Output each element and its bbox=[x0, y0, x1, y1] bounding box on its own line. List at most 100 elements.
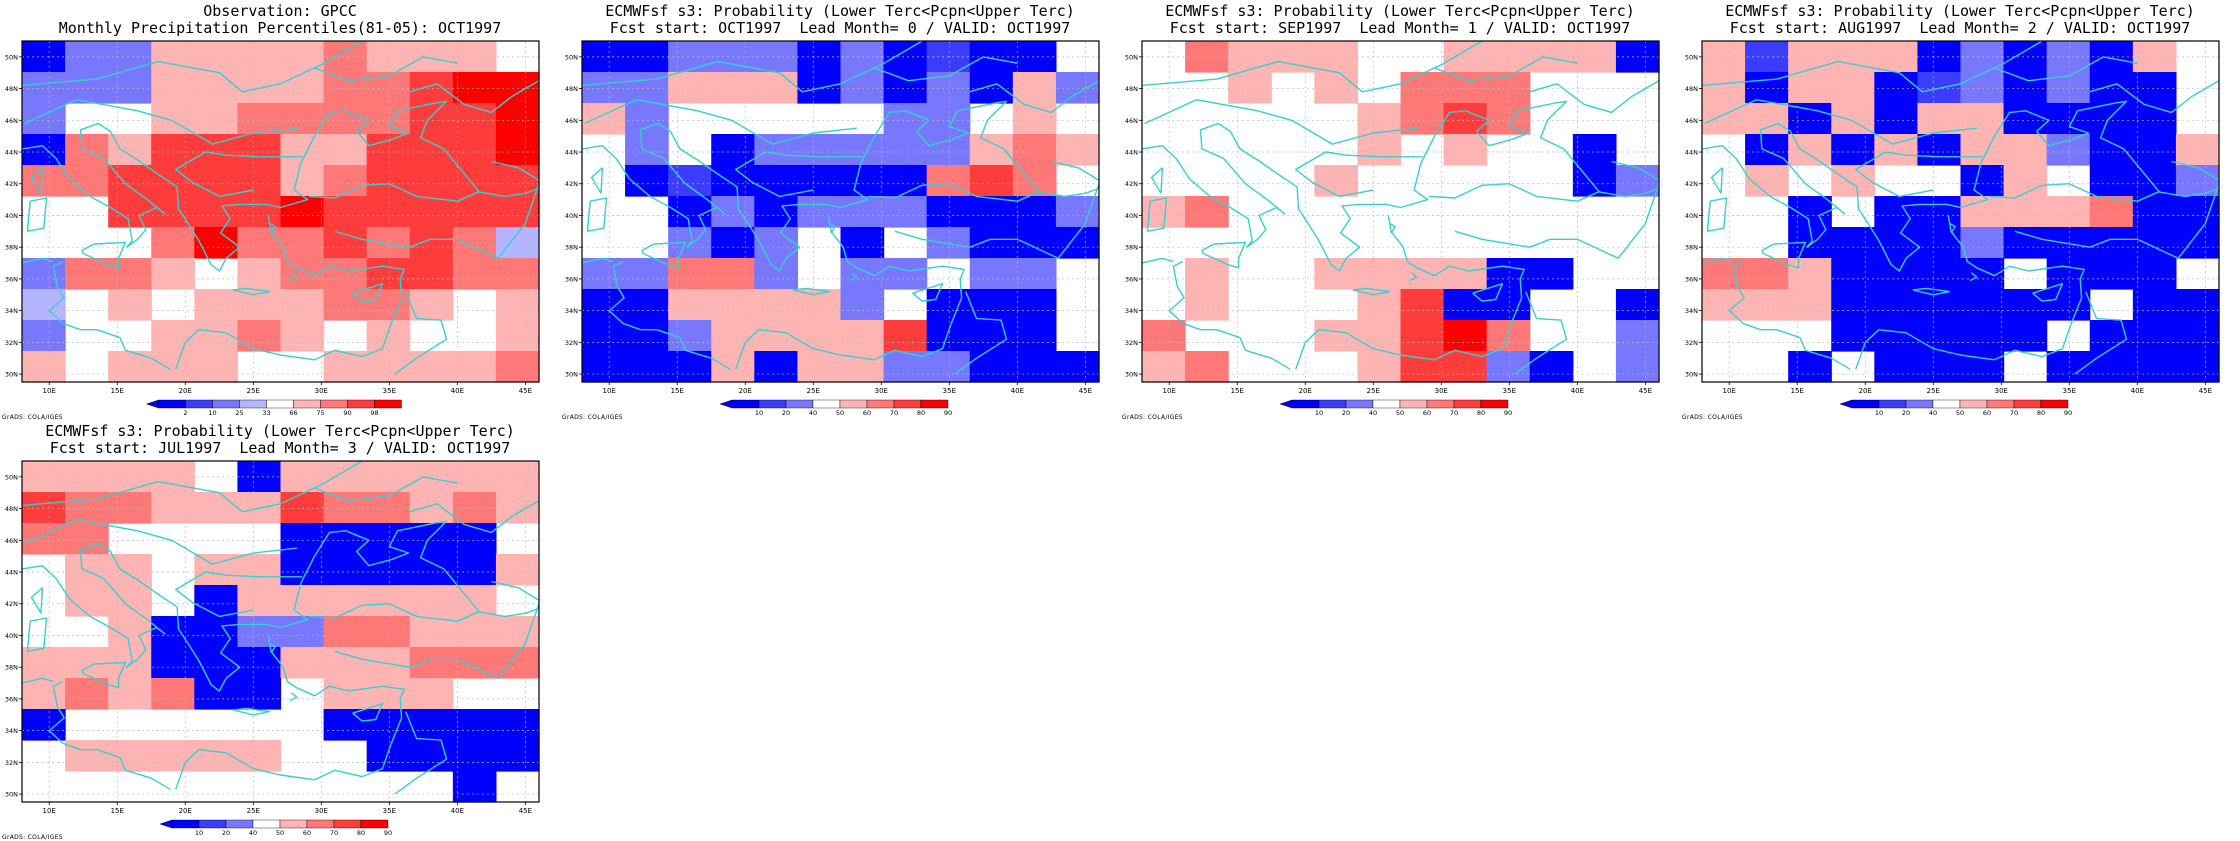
grid-cell bbox=[1185, 289, 1229, 321]
legend-label: 20 bbox=[1342, 409, 1350, 417]
lat-tick-label: 38N bbox=[5, 664, 18, 672]
legend-label: 25 bbox=[235, 409, 243, 417]
lon-tick-label: 20E bbox=[739, 387, 752, 395]
grid-cell bbox=[194, 165, 239, 197]
grid-cell bbox=[151, 740, 195, 772]
grid-cell bbox=[409, 647, 454, 679]
coastline bbox=[24, 98, 297, 145]
grid-cell bbox=[237, 616, 282, 648]
grid-cell bbox=[2132, 351, 2177, 383]
coastline bbox=[586, 197, 608, 232]
legend-label: 80 bbox=[2037, 409, 2045, 417]
coastline bbox=[30, 167, 44, 194]
grid-cell bbox=[883, 134, 928, 166]
lat-tick-label: 46N bbox=[5, 537, 18, 545]
grid-cell bbox=[409, 103, 454, 135]
grid-cell bbox=[495, 709, 540, 741]
lat-tick-label: 48N bbox=[1685, 85, 1698, 93]
coastline bbox=[1389, 222, 1396, 234]
coastline bbox=[553, 564, 587, 675]
grid-cell bbox=[2132, 227, 2177, 259]
legend-label: 40 bbox=[249, 829, 257, 837]
legend-label: 50 bbox=[836, 409, 844, 417]
probability-map: 10E 15E 20E 25E 30E 35E 40E 45E 30N 32N 34N 36N 38N 4… bbox=[1685, 40, 2220, 417]
grid-cell bbox=[194, 585, 239, 617]
legend-swatch bbox=[1878, 399, 1907, 409]
grid-cell bbox=[151, 647, 195, 679]
coastline bbox=[2089, 80, 2219, 114]
coastline bbox=[582, 257, 614, 264]
grid-cell bbox=[1314, 258, 1359, 290]
graticule bbox=[22, 41, 539, 382]
legend-swatch bbox=[1372, 399, 1401, 409]
panel-subtitle: Fcst start: JUL1997 Lead Month= 3 / VALI… bbox=[49, 439, 511, 457]
lon-tick-label: 15E bbox=[111, 387, 124, 395]
grid-cell bbox=[409, 709, 454, 741]
grid-cell bbox=[194, 103, 239, 135]
probability-map: 10E 15E 20E 25E 30E 35E 40E 45E 30N 32N 34N 36N 38N 4… bbox=[1125, 40, 1660, 417]
grid-cell bbox=[65, 72, 109, 104]
grid-cell bbox=[323, 492, 368, 524]
lat-tick-label: 42N bbox=[5, 600, 18, 608]
map-frame bbox=[1701, 40, 2220, 383]
grid-cell bbox=[452, 647, 497, 679]
grid-cell bbox=[1228, 41, 1272, 73]
lon-tick-label: 45E bbox=[1639, 387, 1652, 395]
grid-cell bbox=[2175, 289, 2220, 321]
coastline bbox=[1702, 100, 2160, 272]
legend-label: 50 bbox=[1956, 409, 1964, 417]
graticule bbox=[582, 41, 1099, 382]
legend-label: 50 bbox=[1396, 409, 1404, 417]
grid-cell bbox=[1012, 165, 1057, 197]
grid-cell bbox=[797, 134, 842, 166]
grid-cell bbox=[495, 72, 540, 104]
coastline bbox=[22, 461, 363, 513]
grid-cell bbox=[409, 134, 454, 166]
grid-cell bbox=[1960, 320, 2005, 352]
grid-cell bbox=[22, 289, 66, 321]
coastline bbox=[394, 291, 448, 375]
grid-cell bbox=[625, 351, 669, 383]
coastline bbox=[1761, 241, 1807, 269]
grid-cell bbox=[2089, 227, 2134, 259]
grid-cell bbox=[2003, 72, 2048, 104]
grid-cell bbox=[883, 258, 928, 290]
coastline bbox=[2032, 283, 2064, 302]
grid-cell bbox=[409, 227, 454, 259]
coastline bbox=[269, 222, 276, 234]
legend-label: 10 bbox=[195, 829, 203, 837]
coastline bbox=[1702, 41, 2043, 93]
grid-cell bbox=[366, 678, 411, 710]
coastline bbox=[2157, 160, 2219, 198]
legend-swatch bbox=[252, 819, 281, 829]
legend-label: 90 bbox=[384, 829, 392, 837]
lat-tick-label: 36N bbox=[1125, 275, 1138, 283]
grid-cell bbox=[280, 320, 325, 352]
coastline bbox=[30, 587, 44, 614]
grid-cell bbox=[452, 740, 497, 772]
coastline bbox=[22, 41, 363, 93]
grid-cell bbox=[1874, 227, 1919, 259]
legend-swatch bbox=[1851, 399, 1880, 409]
grid-cell bbox=[323, 616, 368, 648]
grid-cell bbox=[840, 227, 885, 259]
shaded-cells bbox=[582, 41, 1100, 383]
coastline bbox=[334, 183, 539, 259]
grid-cell bbox=[452, 585, 497, 617]
legend-swatch bbox=[333, 819, 362, 829]
legend-label: 33 bbox=[262, 409, 270, 417]
grid-cell bbox=[1443, 258, 1488, 290]
coastline bbox=[314, 476, 458, 502]
credit-label: GrADS: COLA/IGES bbox=[2, 834, 63, 841]
grid-cell bbox=[366, 616, 411, 648]
grid-cell bbox=[237, 103, 282, 135]
grid-cell bbox=[1917, 103, 1962, 135]
map-frame bbox=[21, 40, 540, 383]
grid-cell bbox=[754, 351, 799, 383]
coastline bbox=[1454, 183, 1659, 259]
grid-cell bbox=[926, 165, 971, 197]
lon-tick-label: 20E bbox=[1299, 387, 1312, 395]
coastlines bbox=[1702, 41, 2219, 375]
coastline bbox=[954, 291, 1008, 375]
grid-cell bbox=[495, 554, 540, 586]
